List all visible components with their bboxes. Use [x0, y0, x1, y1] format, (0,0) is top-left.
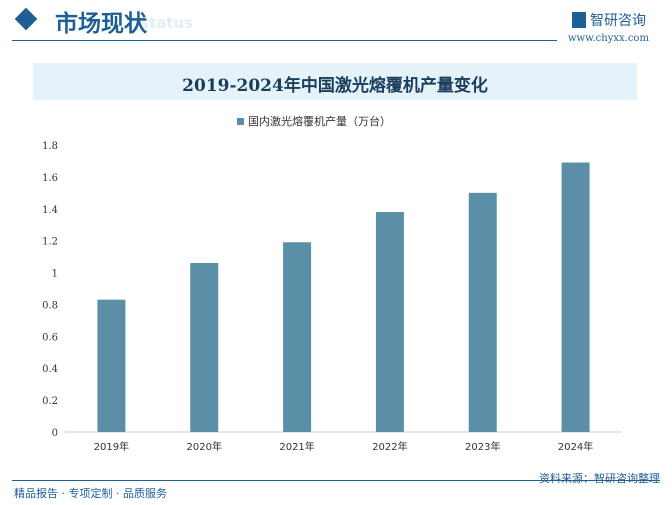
bar-2023年 — [468, 192, 497, 432]
brand-logo: 智研咨询 — [572, 10, 646, 30]
y-tick-label: 0.6 — [42, 332, 58, 343]
x-tick-label: 2019年 — [94, 440, 129, 453]
y-tick-label: 1.4 — [42, 205, 58, 216]
header-divider — [12, 40, 557, 41]
y-tick-label: 1.2 — [42, 237, 58, 248]
bar-2022年 — [375, 211, 404, 432]
bar-2019年 — [97, 299, 126, 432]
y-tick-label: 1.8 — [42, 141, 58, 152]
y-tick-label: 0.8 — [42, 300, 58, 311]
footer-divider — [12, 480, 660, 481]
source-note: 资料来源：智研咨询整理 — [539, 472, 660, 485]
chart-title-box: 2019-2024年中国激光熔覆机产量变化 — [33, 63, 637, 100]
legend-swatch — [237, 117, 244, 125]
header-title: 市场现状 — [55, 10, 147, 37]
x-tick-label: 2024年 — [558, 440, 593, 453]
legend-label: 国内激光熔覆机产量（万台） — [248, 115, 391, 128]
website: www.chyxx.com — [568, 33, 649, 44]
y-tick-label: 1.6 — [42, 173, 58, 184]
bar-2021年 — [283, 242, 312, 432]
y-tick-label: 0 — [52, 428, 58, 439]
y-tick-label: 0.4 — [42, 364, 58, 375]
brand-logo-icon — [572, 12, 586, 28]
x-tick-label: 2023年 — [465, 440, 500, 453]
y-tick-label: 1 — [52, 269, 58, 280]
legend: 国内激光熔覆机产量（万台） — [237, 113, 391, 129]
y-tick-label: 0.2 — [42, 396, 58, 407]
bar-2024年 — [561, 162, 590, 433]
x-tick-label: 2022年 — [372, 440, 407, 453]
chart-title: 2019-2024年中国激光熔覆机产量变化 — [182, 76, 488, 96]
header-subtitle: status — [140, 14, 193, 32]
footer-slogan: 精品报告 · 专项定制 · 品质服务 — [14, 487, 167, 500]
brand-name: 智研咨询 — [590, 13, 646, 29]
bar-2020年 — [190, 262, 219, 432]
x-tick-label: 2021年 — [279, 440, 314, 453]
x-tick-label: 2020年 — [187, 440, 222, 453]
